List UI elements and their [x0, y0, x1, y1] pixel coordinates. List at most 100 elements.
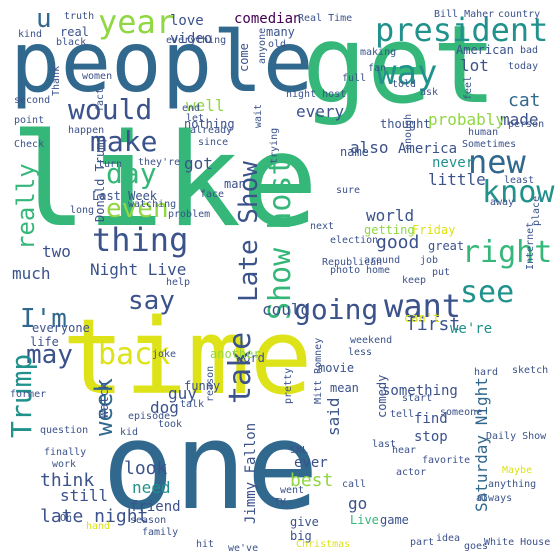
cloud-word: less: [348, 347, 373, 358]
cloud-word: went: [280, 485, 305, 496]
cloud-word: call: [342, 479, 367, 490]
cloud-word: former: [10, 389, 47, 400]
cloud-word: ask: [420, 87, 439, 98]
cloud-word: going: [294, 293, 379, 326]
cloud-word: late night: [40, 506, 149, 527]
cloud-word: take: [223, 331, 258, 404]
cloud-word: Bill Maher: [434, 9, 495, 20]
cloud-word: photo: [330, 265, 361, 276]
cloud-word: Real Time: [298, 13, 353, 24]
cloud-word: today: [508, 61, 539, 72]
cloud-word: thing: [92, 221, 189, 259]
cloud-word: mean: [330, 381, 359, 395]
cloud-word: America: [398, 141, 458, 157]
cloud-word: black: [56, 37, 87, 48]
cloud-word: way: [376, 53, 438, 93]
cloud-word: watching: [128, 199, 177, 210]
cloud-word: Last Week: [92, 189, 158, 203]
cloud-word: make: [90, 125, 158, 158]
cloud-word: anyone: [257, 27, 268, 64]
cloud-word: come: [237, 43, 251, 72]
cloud-word: feel: [463, 75, 474, 100]
cloud-word: many: [266, 25, 295, 39]
cloud-word: say: [128, 286, 175, 316]
cloud-word: least: [504, 175, 535, 186]
cloud-word: human: [468, 127, 499, 138]
cloud-word: family: [142, 527, 179, 538]
cloud-word: told: [392, 79, 417, 90]
cloud-word: work: [52, 459, 77, 470]
cloud-word: sure: [336, 185, 361, 196]
cloud-word: truth: [64, 11, 95, 22]
cloud-word: start: [402, 393, 433, 404]
cloud-word: give: [290, 515, 319, 529]
cloud-word: Mitt Romney: [313, 337, 324, 404]
cloud-word: keep: [402, 275, 427, 286]
cloud-word: get: [302, 3, 498, 128]
cloud-word: Saturday Night: [472, 377, 491, 512]
cloud-word: word: [236, 351, 265, 365]
cloud-word: wait: [253, 103, 264, 128]
cloud-word: go: [348, 494, 368, 513]
cloud-word: episode: [128, 411, 171, 422]
cloud-word: Friday: [412, 223, 456, 237]
cloud-word: got: [184, 154, 213, 173]
cloud-word: never: [432, 155, 475, 171]
cloud-word: stop: [414, 429, 448, 445]
cloud-word: Daily Show: [486, 431, 547, 442]
cloud-word: night host: [286, 89, 347, 100]
cloud-word: sketch: [512, 365, 549, 376]
cloud-word: probably: [428, 110, 506, 129]
cloud-word: full: [342, 73, 367, 84]
cloud-word: around: [364, 255, 401, 266]
cloud-word: know: [482, 175, 555, 210]
cloud-word: long: [70, 205, 95, 216]
cloud-word: could: [262, 300, 311, 319]
cloud-word: point: [14, 115, 45, 126]
cloud-word: time: [62, 296, 313, 418]
cloud-word: put: [432, 267, 451, 278]
cloud-word: Sometimes: [462, 139, 517, 150]
cloud-word: want: [384, 287, 462, 325]
cloud-word: Internet: [525, 221, 536, 270]
cloud-word: enough: [403, 113, 414, 150]
cloud-word: turn: [98, 159, 123, 170]
cloud-word: little: [428, 170, 486, 189]
cloud-word: another: [210, 347, 261, 361]
cloud-word: happen: [68, 125, 105, 136]
cloud-word: fan: [368, 63, 387, 74]
cloud-word: they're: [138, 157, 181, 168]
cloud-word: one: [102, 398, 319, 537]
cloud-word: people: [10, 13, 314, 111]
cloud-word: president: [375, 11, 549, 49]
cloud-word: actor: [396, 467, 427, 478]
cloud-word: since: [198, 137, 229, 148]
cloud-word: Night Live: [90, 260, 187, 279]
cloud-word: question: [40, 425, 89, 436]
cloud-word: even: [106, 194, 169, 224]
cloud-word: Donald Trump: [93, 135, 107, 222]
cloud-word: I'm: [20, 304, 67, 334]
cloud-word: country: [498, 9, 541, 20]
cloud-word: u: [36, 4, 52, 34]
cloud-word: Republican: [322, 257, 383, 268]
cloud-word: right: [462, 235, 553, 270]
cloud-word: help: [166, 277, 191, 288]
cloud-word: idea: [436, 533, 461, 544]
cloud-word: comedy: [375, 374, 389, 418]
cloud-word: back: [98, 337, 171, 372]
cloud-word: hear: [392, 445, 417, 456]
cloud-word: Check: [14, 139, 45, 150]
cloud-word: big: [290, 529, 312, 543]
cloud-word: favorite: [422, 455, 471, 466]
cloud-word: hit: [196, 539, 215, 550]
cloud-word: guy: [168, 384, 197, 403]
cloud-word: trying: [269, 127, 280, 164]
cloud-word: everyone: [32, 321, 90, 335]
cloud-word: we've: [228, 543, 259, 554]
cloud-word: Maybe: [502, 465, 533, 476]
cloud-word: name: [340, 145, 369, 159]
cloud-word: bad: [520, 45, 539, 56]
cloud-word: someone: [440, 407, 483, 418]
